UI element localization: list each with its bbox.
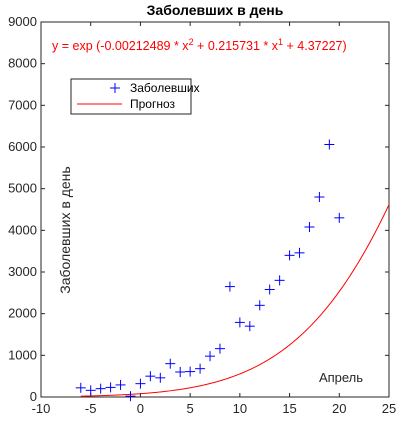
plot-area: [41, 22, 389, 397]
data-point: [254, 300, 265, 311]
y-tick-label: 4000: [8, 222, 37, 237]
legend-label-cases: Заболевших: [130, 81, 200, 95]
data-point: [334, 212, 345, 223]
equation-exp1: 2: [189, 37, 194, 47]
data-point: [175, 367, 186, 377]
axes: [40, 21, 390, 398]
data-point: [155, 372, 166, 383]
data-point: [205, 351, 216, 362]
x-tick-label: 5: [187, 401, 194, 416]
equation-prefix: y = exp (-0.00212489 * x: [52, 39, 189, 53]
chart-title: Заболевших в день: [147, 2, 284, 18]
data-point: [105, 382, 116, 393]
data-point: [165, 358, 176, 369]
data-point: [304, 222, 315, 232]
data-points-layer: [75, 139, 345, 402]
data-point: [195, 363, 206, 374]
data-point: [224, 281, 235, 292]
y-tick-label: 6000: [8, 139, 37, 154]
x-tick-label: -10: [32, 401, 51, 416]
data-point: [214, 343, 225, 354]
data-point: [314, 192, 325, 202]
x-tick-label: 10: [233, 401, 247, 416]
data-point: [115, 379, 126, 390]
x-tick-label: 20: [332, 401, 346, 416]
fit-equation: y = exp (-0.00212489 * x2 + 0.215731 * x…: [52, 37, 347, 53]
y-tick-label: 1000: [8, 347, 37, 362]
equation-exp2: 1: [278, 37, 283, 47]
equation-suffix: + 4.37227): [283, 39, 347, 53]
x-tick-label: 15: [282, 401, 296, 416]
y-tick-label: 3000: [8, 264, 37, 279]
data-point: [135, 378, 146, 389]
data-point: [234, 317, 245, 328]
data-point: [95, 383, 106, 394]
legend-label-forecast: Прогноз: [130, 97, 176, 111]
legend: Заболевших Прогноз: [70, 78, 200, 115]
fit-curve-layer: [80, 204, 390, 397]
data-point: [324, 139, 335, 150]
x-tick-label: 0: [137, 401, 144, 416]
y-tick-label: 8000: [8, 56, 37, 71]
data-point: [185, 366, 196, 377]
data-point: [75, 382, 86, 393]
equation-mid: + 0.215731 * x: [194, 39, 279, 53]
y-axis-label: Заболевших в день: [57, 166, 73, 293]
data-point: [274, 275, 285, 286]
y-tick-label: 2000: [8, 306, 37, 321]
fit-curve: [80, 204, 390, 397]
legend-box: [70, 78, 192, 115]
x-tick-label: -5: [85, 401, 97, 416]
tick-labels: -10 -5 0 5 10 15 20 25 0 1000 2000 3000 4000 5000 6000…: [8, 14, 396, 416]
y-tick-label: 0: [30, 389, 37, 404]
x-tick-label: 25: [382, 401, 396, 416]
y-tick-label: 9000: [8, 14, 37, 29]
axes-box: [40, 21, 390, 398]
y-tick-label: 5000: [8, 181, 37, 196]
y-tick-label: 7000: [8, 97, 37, 112]
data-point: [145, 371, 156, 382]
month-annotation: Апрель: [319, 370, 363, 385]
data-point: [244, 321, 255, 332]
data-point: [284, 250, 295, 261]
data-point: [125, 391, 136, 402]
data-point: [85, 385, 96, 396]
legend-marker-icon: [110, 83, 120, 93]
data-point: [294, 247, 305, 258]
data-point: [264, 284, 275, 295]
